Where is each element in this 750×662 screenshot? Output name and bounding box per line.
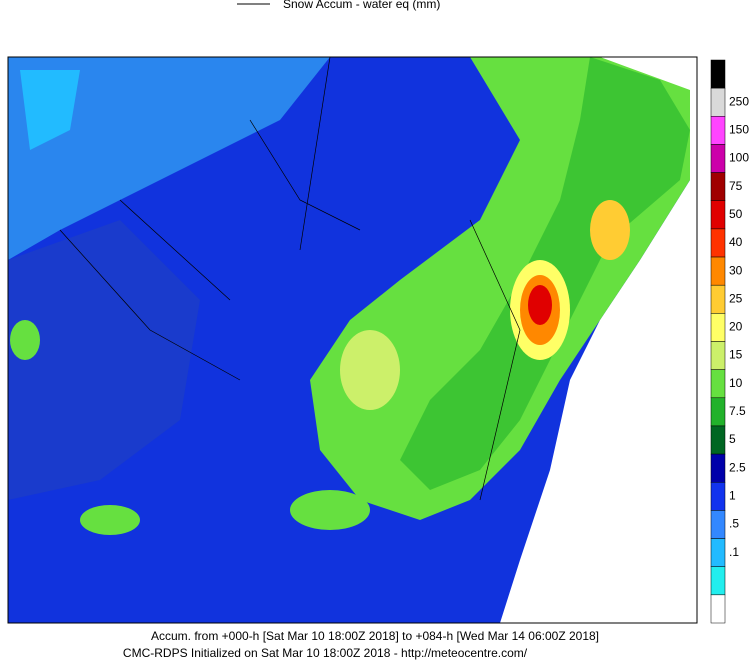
colorbar-box bbox=[710, 594, 726, 624]
colorbar-box bbox=[710, 341, 726, 370]
colorbar-box bbox=[710, 116, 726, 145]
colorbar-label: 7.5 bbox=[729, 404, 746, 418]
colorbar-label: 250 bbox=[729, 94, 749, 108]
colorbar-box bbox=[710, 256, 726, 286]
colorbar-label: 150 bbox=[729, 123, 749, 137]
colorbar-label: 15 bbox=[729, 348, 743, 362]
colorbar-box bbox=[710, 172, 726, 202]
colorbar-box bbox=[710, 425, 726, 455]
footer-line: Accum. from +000-h [Sat Mar 10 18:00Z 20… bbox=[151, 629, 599, 643]
colorbar-label: 2.5 bbox=[729, 460, 746, 474]
map-borders bbox=[59, 56, 521, 501]
colorbar-label: .5 bbox=[729, 517, 739, 531]
colorbar-box bbox=[710, 538, 726, 567]
cyan-area bbox=[20, 70, 80, 150]
colorbar-box bbox=[710, 369, 726, 399]
colorbar-box bbox=[710, 87, 726, 117]
legend-title: Snow Accum - water eq (mm) bbox=[283, 0, 440, 11]
map bbox=[7, 56, 698, 624]
colorbar-box bbox=[710, 228, 726, 258]
yellow-area-north bbox=[590, 200, 630, 260]
colorbar-box bbox=[710, 313, 726, 342]
colorbar-box bbox=[710, 510, 726, 539]
colorbar-label: 1 bbox=[729, 488, 736, 502]
colorbar-box bbox=[710, 59, 726, 89]
colorbar-label: 5 bbox=[729, 432, 736, 446]
blue-area bbox=[8, 220, 200, 500]
colorbar: 250 150 100 75 50 40 30 25 20 15 10 7.5 5 2.5 1 .5 .1 bbox=[710, 59, 749, 624]
colorbar-box bbox=[710, 284, 726, 314]
colorbar-box bbox=[710, 566, 726, 596]
colorbar-label: 30 bbox=[729, 263, 743, 277]
colorbar-label: 25 bbox=[729, 291, 743, 305]
colorbar-label: 10 bbox=[729, 376, 743, 390]
colorbar-box bbox=[710, 397, 726, 427]
pale-green-area bbox=[340, 330, 400, 410]
colorbar-label: .1 bbox=[729, 545, 739, 559]
green-patch bbox=[80, 505, 140, 535]
colorbar-label: 40 bbox=[729, 235, 743, 249]
colorbar-box bbox=[710, 453, 726, 483]
red-area bbox=[528, 285, 552, 325]
colorbar-box bbox=[710, 200, 726, 230]
map-frame bbox=[7, 56, 698, 624]
colorbar-label: 20 bbox=[729, 320, 743, 334]
green-patch bbox=[290, 490, 370, 530]
colorbar-label: 100 bbox=[729, 151, 749, 165]
colorbar-box bbox=[710, 482, 726, 511]
ocean-no-snow bbox=[500, 57, 697, 623]
footer-line: CMC-RDPS Initialized on Sat Mar 10 18:00… bbox=[123, 646, 528, 660]
green-patch bbox=[10, 320, 40, 360]
light-blue-area bbox=[8, 57, 330, 260]
colorbar-box bbox=[710, 144, 726, 173]
colorbar-label: 75 bbox=[729, 179, 743, 193]
colorbar-label: 50 bbox=[729, 207, 743, 221]
